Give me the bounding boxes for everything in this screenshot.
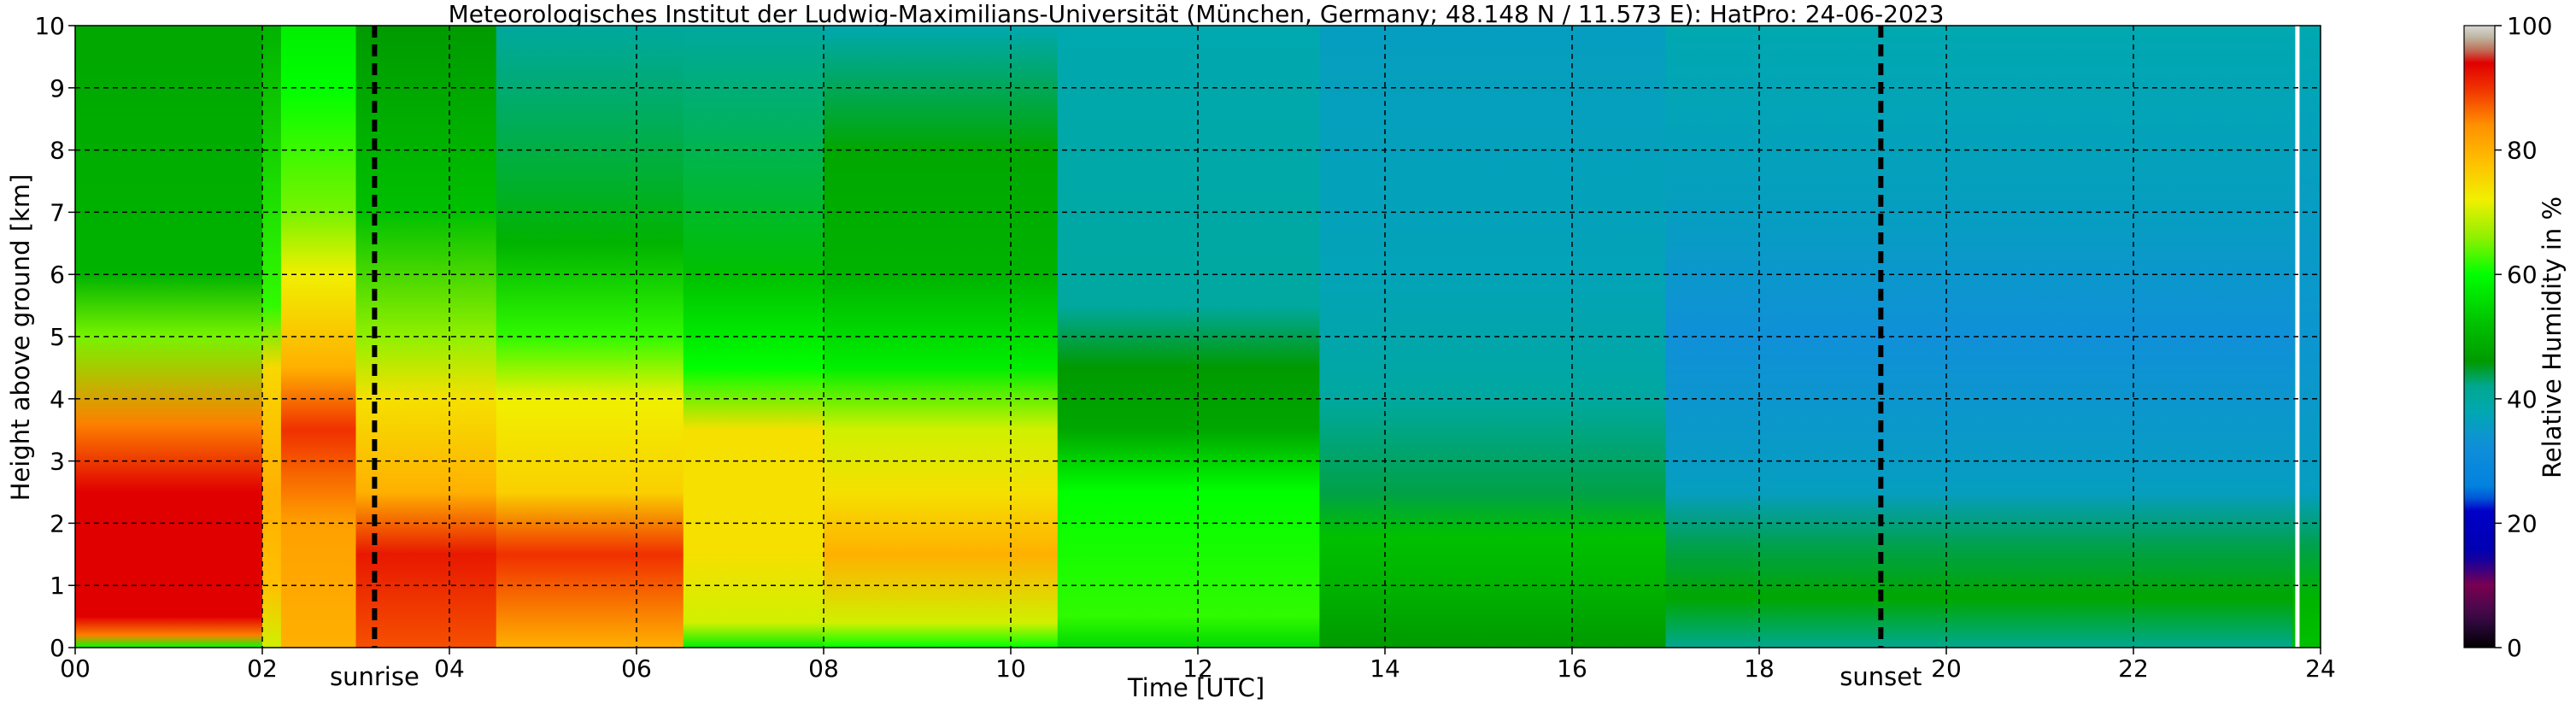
y-tick-label: 2 [50, 509, 65, 537]
y-tick-label: 6 [50, 261, 65, 289]
x-tick-label: 24 [2305, 654, 2336, 683]
sun-markers: sunrise sunset [330, 26, 1922, 691]
colorbar-tick-label: 20 [2507, 509, 2538, 537]
sun-marker-label: sunrise [330, 662, 420, 691]
x-tick-label: 18 [1744, 654, 1775, 683]
y-tick-label: 1 [50, 572, 65, 600]
y-tick-label: 9 [50, 74, 65, 103]
colorbar-label: Relative Humidity in % [2538, 197, 2567, 478]
colorbar-tick-label: 40 [2507, 385, 2538, 414]
y-tick-label: 3 [50, 448, 65, 476]
colorbar: 0 20 40 60 80 100 [2463, 12, 2552, 662]
heatmap-column [1319, 26, 1667, 648]
heatmap-column [262, 26, 282, 648]
y-tick-label: 8 [50, 137, 65, 165]
y-tick-label: 4 [50, 385, 65, 414]
y-tick-label: 7 [50, 198, 65, 226]
x-tick-label: 16 [1557, 654, 1587, 683]
x-tick-label: 10 [995, 654, 1026, 683]
x-tick-label: 20 [1931, 654, 1962, 683]
colorbar-tick-label: 0 [2507, 634, 2522, 662]
x-tick-label: 12 [1182, 654, 1213, 683]
x-axis-ticks: 00 02 04 06 08 10 12 14 16 18 20 22 24 [60, 648, 2336, 683]
x-axis-label: Time [UTC] [1127, 673, 1265, 702]
heatmap-column [496, 26, 684, 648]
colorbar-gradient [2463, 25, 2496, 648]
y-tick-label: 10 [34, 12, 65, 40]
x-tick-label: 00 [60, 654, 91, 683]
colorbar-tick-label: 100 [2507, 12, 2552, 40]
y-tick-label: 0 [50, 634, 65, 662]
sun-marker-label: sunset [1840, 662, 1922, 691]
x-tick-label: 22 [2118, 654, 2149, 683]
y-tick-label: 5 [50, 323, 65, 351]
x-tick-label: 14 [1370, 654, 1400, 683]
heatmap-column [75, 26, 263, 648]
y-axis-label: Height above ground [km] [6, 174, 35, 502]
x-tick-label: 04 [434, 654, 465, 683]
x-tick-label: 08 [808, 654, 839, 683]
x-tick-label: 02 [247, 654, 278, 683]
y-axis-ticks: 0 1 2 3 4 5 6 7 8 9 10 [34, 12, 75, 662]
colorbar-tick-label: 60 [2507, 261, 2538, 289]
chart-title: Meteorologisches Institut der Ludwig-Max… [449, 0, 1945, 28]
x-tick-label: 06 [621, 654, 652, 683]
colorbar-tick-label: 80 [2507, 137, 2538, 165]
